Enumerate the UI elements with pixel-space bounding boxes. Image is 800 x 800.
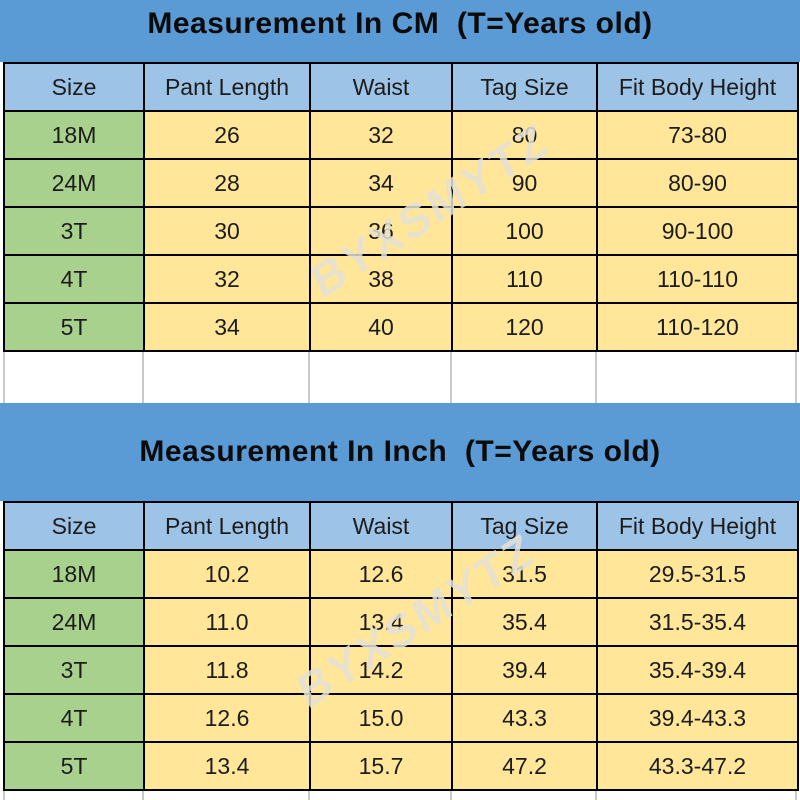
table-row: 18M 26 32 80 73-80: [3, 110, 799, 160]
table-row: 18M 10.2 12.6 31.5 29.5-31.5: [3, 549, 799, 599]
size-cell: 4T: [3, 254, 145, 304]
value-cell: 80: [451, 110, 598, 160]
column-header-waist: Waist: [309, 501, 453, 551]
grid-line: [595, 352, 597, 403]
value-cell: 40: [309, 302, 453, 352]
grid-line: [3, 352, 5, 403]
value-cell: 12.6: [309, 549, 453, 599]
grid-line: [308, 352, 310, 403]
value-cell: 34: [143, 302, 311, 352]
table-row: 5T 34 40 120 110-120: [3, 302, 799, 352]
value-cell: 39.4-43.3: [596, 693, 799, 743]
grid-line: [308, 791, 310, 800]
spacer-row: [3, 352, 797, 403]
grid-line: [795, 791, 797, 800]
value-cell: 47.2: [451, 741, 598, 791]
value-cell: 100: [451, 206, 598, 256]
column-header-tag-size: Tag Size: [451, 62, 598, 112]
table-row: 3T 11.8 14.2 39.4 35.4-39.4: [3, 645, 799, 695]
table-row: 3T 30 36 100 90-100: [3, 206, 799, 256]
value-cell: 90-100: [596, 206, 799, 256]
header-row: Size Pant Length Waist Tag Size Fit Body…: [3, 62, 799, 112]
value-cell: 34: [309, 158, 453, 208]
value-cell: 43.3-47.2: [596, 741, 799, 791]
column-header-waist: Waist: [309, 62, 453, 112]
value-cell: 28: [143, 158, 311, 208]
grid-line: [795, 352, 797, 403]
value-cell: 43.3: [451, 693, 598, 743]
value-cell: 35.4: [451, 597, 598, 647]
value-cell: 39.4: [451, 645, 598, 695]
value-cell: 13.4: [143, 741, 311, 791]
value-cell: 36: [309, 206, 453, 256]
value-cell: 29.5-31.5: [596, 549, 799, 599]
value-cell: 11.0: [143, 597, 311, 647]
grid-line: [450, 791, 452, 800]
value-cell: 31.5-35.4: [596, 597, 799, 647]
table-row: 5T 13.4 15.7 47.2 43.3-47.2: [3, 741, 799, 791]
table-row: 24M 11.0 13.4 35.4 31.5-35.4: [3, 597, 799, 647]
spacer-row: [3, 791, 797, 800]
table-row: 4T 32 38 110 110-110: [3, 254, 799, 304]
value-cell: 38: [309, 254, 453, 304]
size-cell: 4T: [3, 693, 145, 743]
size-cell: 5T: [3, 302, 145, 352]
value-cell: 15.0: [309, 693, 453, 743]
column-header-pant-length: Pant Length: [143, 62, 311, 112]
grid-line: [450, 352, 452, 403]
size-cell: 24M: [3, 158, 145, 208]
value-cell: 10.2: [143, 549, 311, 599]
cm-size-table: Size Pant Length Waist Tag Size Fit Body…: [3, 62, 799, 352]
value-cell: 35.4-39.4: [596, 645, 799, 695]
grid-line: [142, 791, 144, 800]
column-header-pant-length: Pant Length: [143, 501, 311, 551]
table-row: 4T 12.6 15.0 43.3 39.4-43.3: [3, 693, 799, 743]
size-cell: 18M: [3, 549, 145, 599]
value-cell: 31.5: [451, 549, 598, 599]
table-row: 24M 28 34 90 80-90: [3, 158, 799, 208]
inch-table-title: Measurement In Inch (T=Years old): [139, 435, 661, 468]
value-cell: 73-80: [596, 110, 799, 160]
size-cell: 18M: [3, 110, 145, 160]
value-cell: 13.4: [309, 597, 453, 647]
value-cell: 90: [451, 158, 598, 208]
grid-line: [595, 791, 597, 800]
column-header-fit-body-height: Fit Body Height: [596, 62, 799, 112]
inch-size-table: Size Pant Length Waist Tag Size Fit Body…: [3, 501, 799, 791]
size-cell: 5T: [3, 741, 145, 791]
grid-line: [142, 352, 144, 403]
value-cell: 110-120: [596, 302, 799, 352]
grid-line: [3, 791, 5, 800]
column-header-size: Size: [3, 501, 145, 551]
column-header-size: Size: [3, 62, 145, 112]
size-cell: 3T: [3, 645, 145, 695]
value-cell: 14.2: [309, 645, 453, 695]
value-cell: 32: [143, 254, 311, 304]
value-cell: 26: [143, 110, 311, 160]
value-cell: 12.6: [143, 693, 311, 743]
value-cell: 110: [451, 254, 598, 304]
size-cell: 3T: [3, 206, 145, 256]
column-header-tag-size: Tag Size: [451, 501, 598, 551]
value-cell: 80-90: [596, 158, 799, 208]
column-header-fit-body-height: Fit Body Height: [596, 501, 799, 551]
value-cell: 30: [143, 206, 311, 256]
inch-title-band: Measurement In Inch (T=Years old): [0, 403, 800, 501]
value-cell: 110-110: [596, 254, 799, 304]
cm-title-band: Measurement In CM (T=Years old): [0, 0, 800, 62]
value-cell: 15.7: [309, 741, 453, 791]
value-cell: 32: [309, 110, 453, 160]
header-row: Size Pant Length Waist Tag Size Fit Body…: [3, 501, 799, 551]
value-cell: 11.8: [143, 645, 311, 695]
value-cell: 120: [451, 302, 598, 352]
size-cell: 24M: [3, 597, 145, 647]
cm-table-title: Measurement In CM (T=Years old): [147, 7, 653, 40]
